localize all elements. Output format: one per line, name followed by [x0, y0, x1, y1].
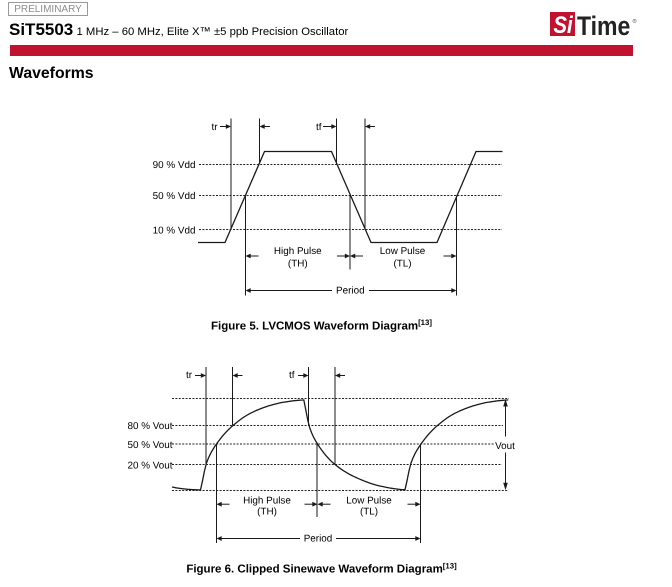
svg-text:50 % Vdd: 50 % Vdd [153, 191, 196, 202]
svg-text:High Pulse: High Pulse [243, 495, 291, 506]
svg-text:20 % Vout: 20 % Vout [127, 460, 172, 471]
svg-text:tr: tr [211, 122, 218, 133]
svg-text:50 % Vout: 50 % Vout [127, 440, 172, 451]
svg-text:Figure 6. Clipped Sinewave Wav: Figure 6. Clipped Sinewave Waveform Diag… [186, 561, 457, 575]
svg-text:(TL): (TL) [393, 259, 411, 270]
svg-text:Period: Period [304, 534, 333, 545]
svg-text:Figure 5. LVCMOS Waveform Diag: Figure 5. LVCMOS Waveform Diagram[13] [211, 318, 432, 332]
svg-text:(TH): (TH) [257, 507, 277, 518]
svg-text:80 % Vout: 80 % Vout [127, 421, 172, 432]
svg-text:(TL): (TL) [360, 507, 378, 518]
svg-text:tr: tr [186, 370, 193, 381]
svg-text:tf: tf [316, 122, 322, 133]
svg-text:tf: tf [289, 370, 295, 381]
svg-text:Low Pulse: Low Pulse [380, 246, 426, 257]
svg-text:Period: Period [336, 286, 365, 297]
svg-text:10 % Vdd: 10 % Vdd [153, 226, 196, 237]
svg-text:Low Pulse: Low Pulse [346, 495, 392, 506]
svg-text:90 % Vdd: 90 % Vdd [153, 160, 196, 171]
svg-text:High Pulse: High Pulse [274, 246, 322, 257]
svg-text:Vout: Vout [495, 441, 515, 452]
svg-text:(TH): (TH) [288, 259, 308, 270]
